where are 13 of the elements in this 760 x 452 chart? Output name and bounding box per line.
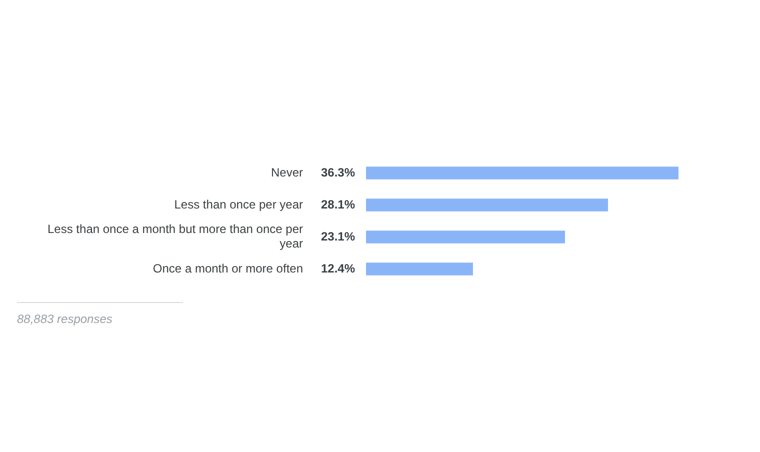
y-tick-label: Once a month or more often xyxy=(152,261,303,276)
y-tick-label: Never xyxy=(270,165,303,180)
bar xyxy=(366,198,608,212)
y-tick-label: Less than once a month but more than once per year xyxy=(48,222,304,251)
data-label: 28.1% xyxy=(320,197,356,212)
data-label: 23.1% xyxy=(320,229,356,244)
bar xyxy=(366,230,565,244)
y-tick-label: Less than once per year xyxy=(174,197,303,212)
bar xyxy=(366,262,473,276)
bar xyxy=(366,166,679,180)
data-label: 36.3% xyxy=(320,165,356,180)
data-label: 12.4% xyxy=(320,261,356,276)
text: 88,883 responses xyxy=(17,312,114,326)
